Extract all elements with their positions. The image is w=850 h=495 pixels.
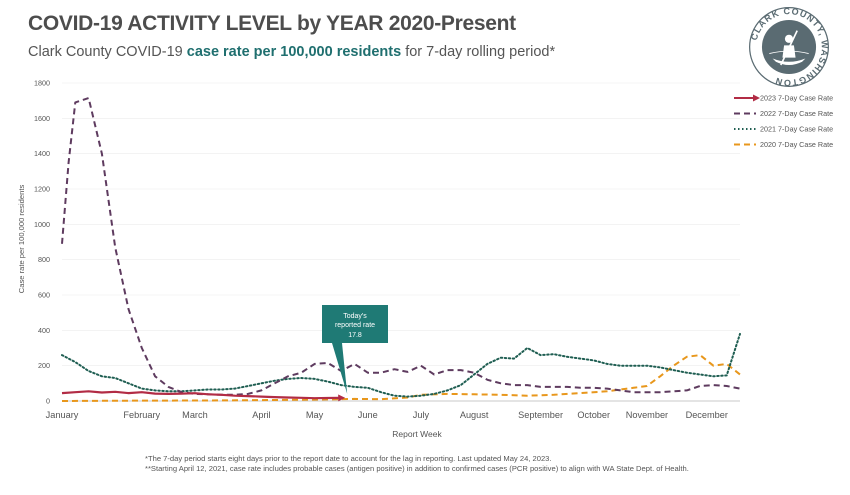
series-2021-legend-label: 2021 7-Day Case Rate xyxy=(760,125,833,134)
series-2021-line xyxy=(61,332,741,398)
series-2023-line xyxy=(61,390,346,402)
series-2022-line xyxy=(61,97,741,396)
x-axis-label: Report Week xyxy=(392,429,442,439)
callout-line-1: Today's xyxy=(343,313,367,320)
y-tick-label: 800 xyxy=(38,255,50,264)
series-2022-legend-label: 2022 7-Day Case Rate xyxy=(760,109,833,118)
subtitle-post: for 7-day rolling period* xyxy=(401,44,556,60)
x-tick-label: April xyxy=(252,410,270,420)
x-tick-label: September xyxy=(518,410,563,420)
x-tick-label: October xyxy=(577,410,610,420)
y-tick-label: 1200 xyxy=(34,185,50,194)
x-tick-label: January xyxy=(46,410,79,420)
y-tick-label: 1400 xyxy=(34,149,50,158)
y-tick-label: 1600 xyxy=(34,114,50,123)
x-tick-label: June xyxy=(358,410,378,420)
x-tick-labels: January February March April May June July Augu… xyxy=(46,410,728,420)
page-subtitle: Clark County COVID-19 case rate per 100,… xyxy=(28,44,555,60)
y-tick-label: 0 xyxy=(46,397,50,406)
callout-line-3: 17.8 xyxy=(348,332,362,339)
footnote-1: *The 7-day period starts eight days prio… xyxy=(145,454,552,463)
y-tick-label: 600 xyxy=(38,291,50,300)
y-tick-label: 1000 xyxy=(34,220,50,229)
x-tick-label: August xyxy=(460,410,489,420)
todays-rate-callout: Today's reported rate 17.8 xyxy=(322,305,388,394)
series-2020-legend-label: 2020 7-Day Case Rate xyxy=(760,140,833,149)
y-tick-label: 400 xyxy=(38,326,50,335)
series-lines xyxy=(61,97,741,402)
callout-line-2: reported rate xyxy=(335,322,375,329)
series-2020-line xyxy=(61,354,741,402)
y-axis-label: Case rate per 100,000 residents xyxy=(17,185,26,294)
clark-county-seal-icon: CLARK COUNTY, WASHINGTON xyxy=(749,6,829,88)
y-tick-label: 200 xyxy=(38,361,50,370)
legend: 2023 7-Day Case Rate 2022 7-Day Case Rate… xyxy=(734,94,833,149)
subtitle-pre: Clark County COVID-19 xyxy=(28,44,187,60)
callout-box xyxy=(322,305,388,394)
x-tick-label: February xyxy=(123,410,160,420)
y-tick-labels: 0 200 400 600 800 1000 1200 1400 1600 1800 xyxy=(34,79,740,406)
footnote-2: **Starting April 12, 2021, case rate inc… xyxy=(145,464,689,473)
x-tick-label: May xyxy=(306,410,324,420)
page-title: COVID-19 ACTIVITY LEVEL by YEAR 2020-Pre… xyxy=(28,12,516,35)
x-tick-label: December xyxy=(686,410,728,420)
series-2023-legend-label: 2023 7-Day Case Rate xyxy=(760,94,833,103)
x-tick-label: March xyxy=(182,410,208,420)
x-tick-label: November xyxy=(626,410,668,420)
y-tick-label: 1800 xyxy=(34,79,50,88)
x-tick-label: July xyxy=(413,410,430,420)
subtitle-highlight: case rate per 100,000 residents xyxy=(186,44,402,60)
